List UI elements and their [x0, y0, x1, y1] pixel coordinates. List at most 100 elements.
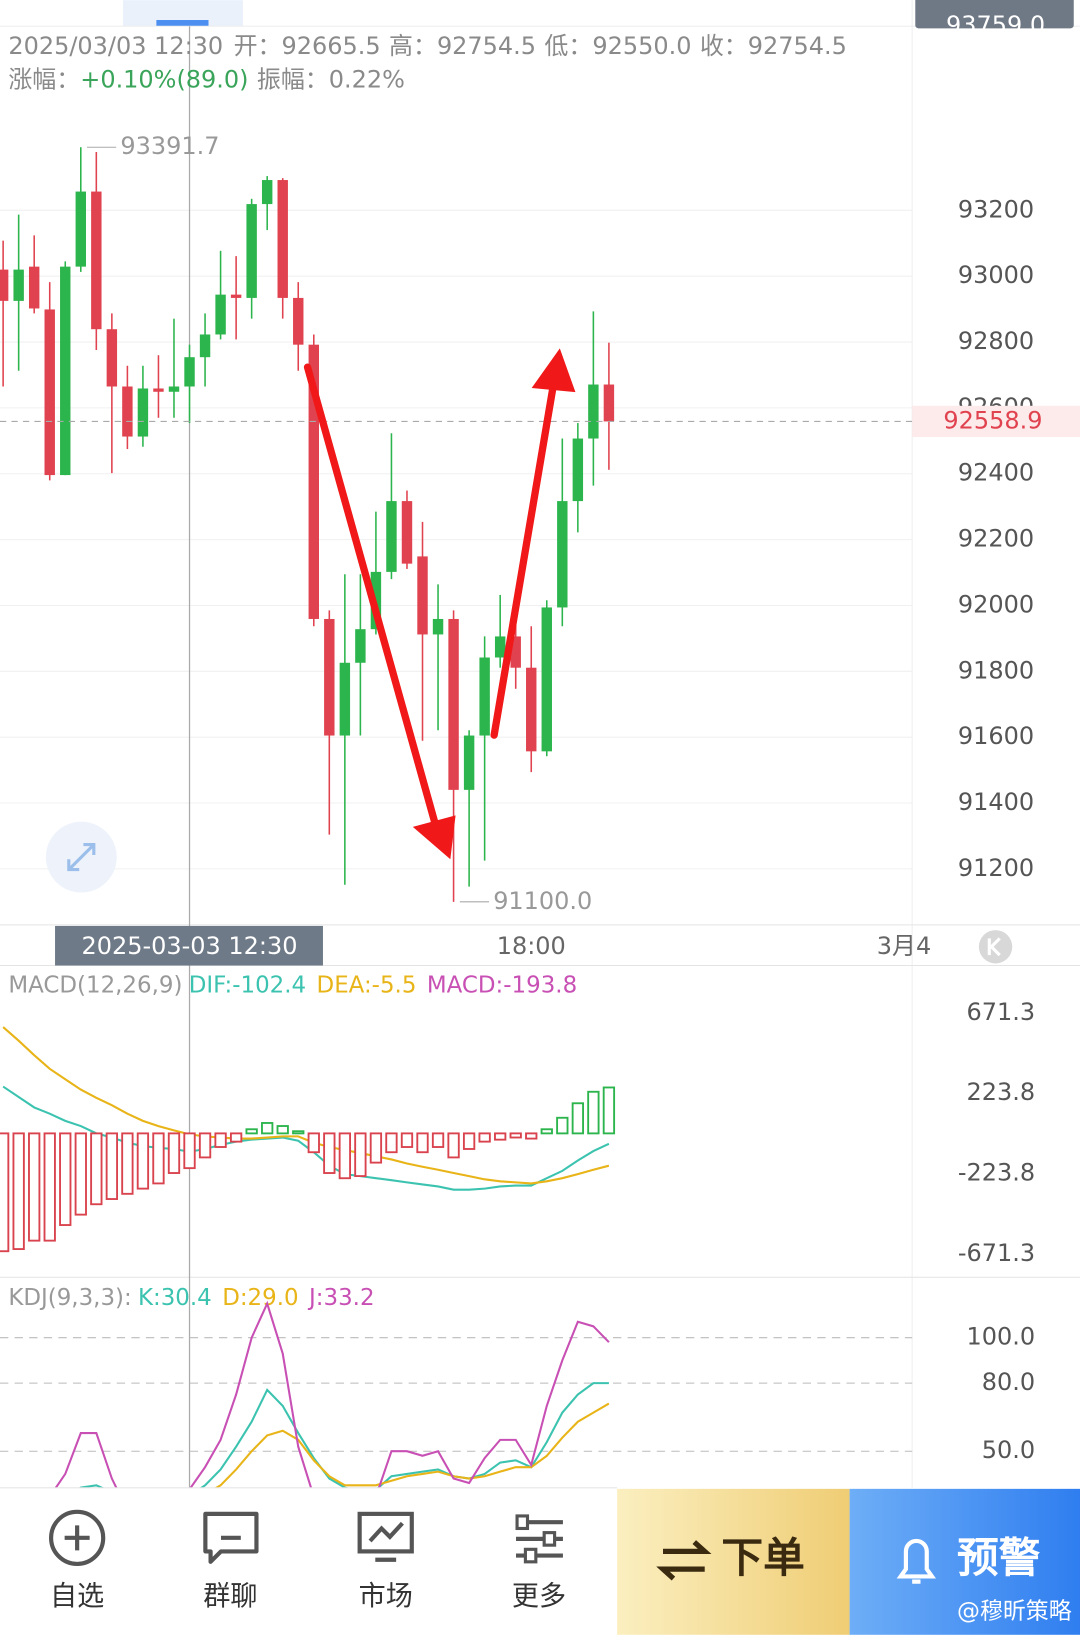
macd-bar [509, 1132, 522, 1139]
y-tick-label: 50.0 [982, 1436, 1035, 1464]
candle-body [339, 662, 351, 736]
macd-bar [525, 1132, 538, 1140]
nav-label[interactable]: 自选 [50, 1581, 104, 1612]
nav-icon[interactable] [515, 1514, 563, 1564]
macd-plot [0, 1026, 616, 1253]
macd-bar [431, 1132, 445, 1148]
nav-label[interactable]: 更多 [512, 1581, 566, 1612]
legend-entry: D:29.0 [222, 1285, 298, 1311]
candle-body [448, 618, 459, 790]
macd-bar [338, 1132, 351, 1180]
expand-button[interactable] [45, 821, 117, 893]
candle-body [44, 309, 55, 476]
header-row: 涨幅：+0.10%(89.0) 振幅：0.22% [8, 65, 405, 93]
legend-entry: DEA:-5.5 [317, 972, 417, 998]
candle-body [494, 636, 506, 658]
nav-icon[interactable] [357, 1511, 414, 1562]
macd-bar [571, 1102, 584, 1135]
nav-icon[interactable] [48, 1509, 106, 1566]
candle-body [510, 636, 521, 668]
label: 涨幅： [8, 65, 80, 93]
x-tick-label: 18:00 [497, 932, 566, 960]
macd-bar [245, 1128, 258, 1135]
macd-bar [183, 1132, 196, 1170]
legend-entry: MACD:-193.8 [427, 972, 577, 998]
candle-body [463, 735, 475, 790]
candle-body [588, 384, 599, 439]
candle-body [541, 607, 552, 752]
label: 高： [389, 32, 437, 60]
macd-bar [478, 1132, 491, 1143]
label: 振幅： [257, 65, 329, 93]
macd-bar [400, 1132, 414, 1148]
y-tick-label: 93200 [958, 195, 1034, 223]
y-tick-label: 92800 [958, 327, 1034, 355]
y-tick-label: 92400 [958, 459, 1034, 487]
nav-label[interactable]: 群聊 [203, 1581, 257, 1612]
macd-bar [447, 1132, 460, 1159]
y-tick-label: -223.8 [958, 1159, 1035, 1187]
indicator-line [54, 1300, 610, 1488]
macd-bar [587, 1090, 600, 1135]
drawn-arrow [490, 348, 576, 739]
legend: MACD(12,26,9) DIF:-102.4 DEA:-5.5 MACD:-193… [8, 972, 577, 998]
macd-bar [494, 1132, 507, 1141]
order-button[interactable] [617, 1488, 850, 1635]
macd-bar [90, 1132, 103, 1206]
macd-bar [540, 1128, 553, 1135]
indicator-line [2, 1026, 610, 1185]
legend: KDJ(9,3,3): K:30.4 D:29.0 J:33.2 [8, 1285, 374, 1311]
candle-body [401, 501, 413, 564]
macd-bar [105, 1132, 119, 1200]
macd-bar [43, 1132, 56, 1242]
macd-bar [229, 1132, 243, 1143]
macd-bar [462, 1132, 476, 1150]
candle-body [417, 556, 428, 635]
tab-indicator [156, 20, 209, 27]
indicator-line [78, 1382, 609, 1488]
value: 92754.5 [437, 32, 536, 60]
back-button[interactable] [978, 930, 1013, 964]
indicator-line [214, 1402, 610, 1488]
y-tick-label: -671.3 [958, 1239, 1035, 1267]
macd-bar [385, 1132, 398, 1154]
y-tick-label: 100.0 [967, 1323, 1036, 1351]
candle-body [0, 269, 9, 301]
macd-bar [323, 1132, 336, 1174]
macd-bar [354, 1132, 367, 1178]
candle-body [28, 266, 40, 309]
kdj-plot [54, 1300, 610, 1488]
value: 92550.0 [592, 32, 691, 60]
value: 92665.5 [282, 32, 381, 60]
candle-body [479, 657, 490, 736]
macd-bar [152, 1132, 165, 1185]
alert-button[interactable] [849, 1488, 1080, 1635]
y-tick-label: 93759.0 [946, 11, 1045, 39]
candle-body [432, 618, 444, 635]
candle-body [168, 386, 180, 392]
label: 低： [544, 32, 592, 60]
y-tick-label: 92200 [958, 525, 1034, 553]
top-price-box [915, 0, 1074, 29]
order-label[interactable]: 下单 [721, 1533, 804, 1582]
y-tick-label: 92000 [958, 590, 1034, 618]
macd-bar [121, 1132, 134, 1195]
candle-body [153, 388, 164, 392]
candle-body [246, 204, 257, 298]
macd-bar [602, 1086, 616, 1135]
macd-bar [74, 1132, 87, 1216]
candle-body [199, 334, 211, 358]
nav-label[interactable]: 市场 [359, 1581, 413, 1612]
label: 开： [234, 32, 282, 60]
alert-label[interactable]: 预警 [957, 1533, 1041, 1582]
label: 收： [700, 32, 748, 60]
candle-body [557, 501, 568, 608]
y-tick-label: 80.0 [982, 1368, 1035, 1396]
alert-icon [896, 1538, 937, 1584]
candle-body [324, 618, 335, 736]
macd-bar [12, 1132, 25, 1251]
nav-icon[interactable] [203, 1511, 259, 1564]
